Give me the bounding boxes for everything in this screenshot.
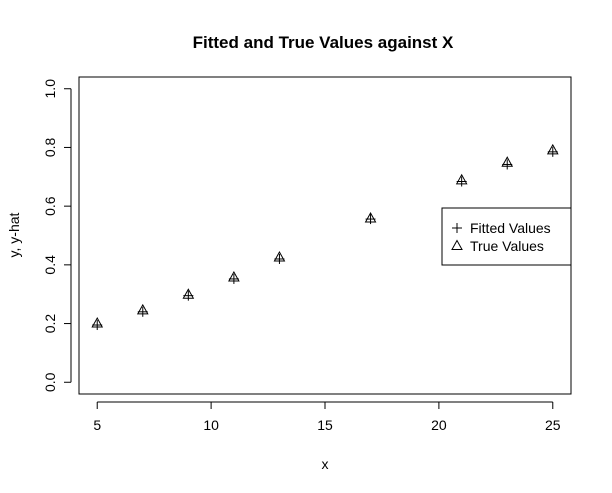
true-value-point — [228, 270, 240, 282]
x-tick-label: 10 — [203, 417, 219, 433]
y-tick-label: 0.2 — [42, 314, 58, 334]
chart-title: Fitted and True Values against X — [193, 33, 454, 52]
fitted-value-point — [502, 159, 513, 170]
x-tick-label: 25 — [545, 417, 561, 433]
legend-label: Fitted Values — [470, 220, 551, 236]
y-axis-label: y, y-hat — [6, 212, 22, 257]
y-axis: 0.0 0.2 0.4 0.6 0.8 1.0 — [42, 79, 72, 392]
y-tick-label: 0.6 — [42, 196, 58, 216]
true-value-point — [546, 143, 559, 155]
true-value-point — [136, 303, 149, 315]
x-axis: 5 10 15 20 25 — [93, 401, 561, 433]
legend-box — [441, 207, 572, 266]
legend-triangle-marker — [451, 239, 463, 250]
y-tick-label: 0.4 — [42, 255, 58, 275]
true-value-point — [501, 156, 514, 167]
true-value-point — [273, 250, 286, 262]
legend: Fitted Values True Values — [441, 207, 572, 266]
true-value-point — [182, 288, 195, 299]
y-tick-label: 0.8 — [42, 138, 58, 158]
x-tick-label: 20 — [431, 417, 447, 433]
data-marks — [91, 143, 559, 331]
legend-plus-marker — [452, 223, 462, 233]
x-axis-label: x — [322, 456, 329, 472]
true-value-point — [91, 317, 104, 328]
y-tick-label: 1.0 — [42, 79, 58, 99]
y-tick-label: 0.0 — [42, 372, 58, 392]
true-value-point — [364, 211, 377, 223]
legend-label: True Values — [470, 238, 544, 254]
true-value-point — [455, 173, 468, 185]
x-tick-label: 15 — [317, 417, 333, 433]
x-tick-label: 5 — [93, 417, 101, 433]
